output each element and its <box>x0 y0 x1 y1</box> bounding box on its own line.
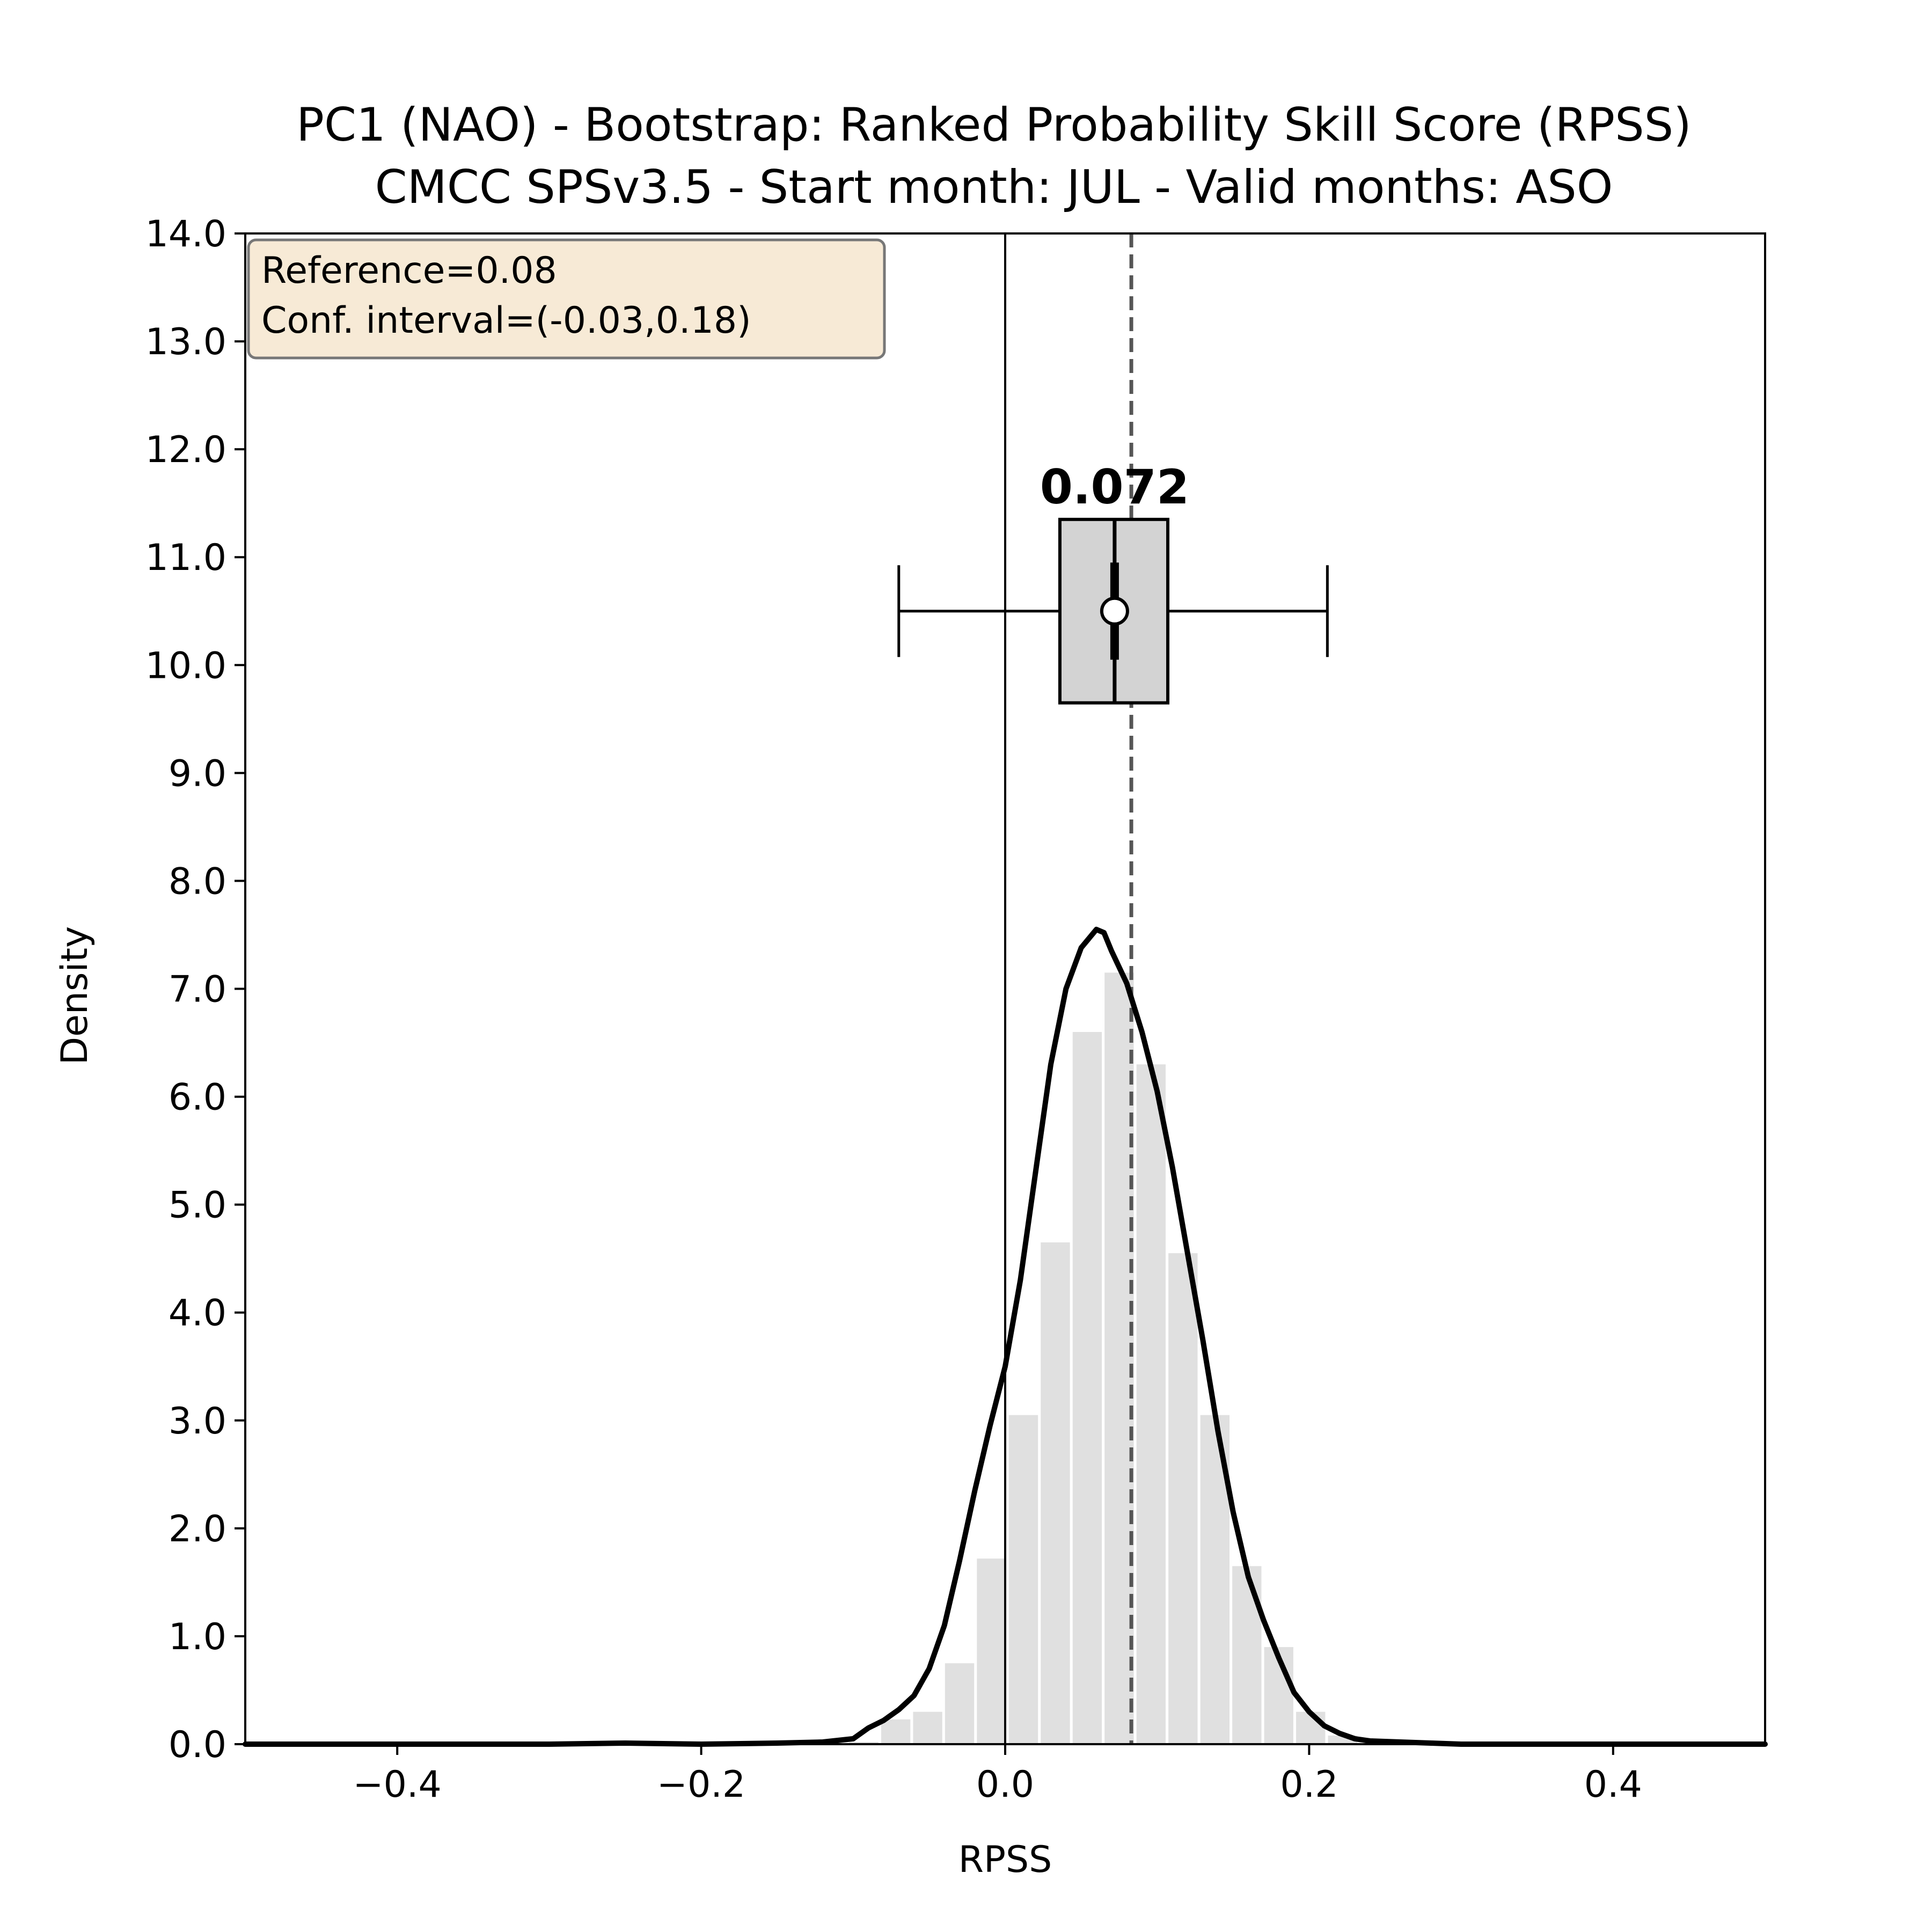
y-tick-label: 13.0 <box>145 321 226 363</box>
y-tick-label: 2.0 <box>169 1508 226 1550</box>
x-axis: −0.4 −0.2 0.0 0.2 0.4 <box>353 1744 1642 1806</box>
histogram-bar <box>1008 1415 1038 1744</box>
y-tick-label: 5.0 <box>169 1184 226 1227</box>
kde-curve <box>243 926 1768 1747</box>
histogram-bar <box>1104 972 1134 1744</box>
y-tick-label: 7.0 <box>169 969 226 1011</box>
chart-title: PC1 (NAO) - Bootstrap: Ranked Probabilit… <box>296 98 1692 152</box>
x-tick-label: 0.0 <box>976 1763 1034 1806</box>
histogram-bar <box>1136 1064 1166 1744</box>
y-tick-label: 0.0 <box>169 1724 226 1766</box>
y-tick-label: 4.0 <box>169 1292 226 1335</box>
histogram-bar <box>881 1719 911 1744</box>
info-reference-text: Reference=0.08 <box>261 250 557 292</box>
kde-curve-group <box>243 926 1768 1747</box>
histogram <box>849 972 1357 1744</box>
y-tick-label: 3.0 <box>169 1400 226 1443</box>
x-tick-label: −0.2 <box>657 1763 745 1806</box>
y-tick-label: 6.0 <box>169 1077 226 1119</box>
boxplot-mean-marker <box>1100 596 1129 626</box>
x-tick-label: 0.2 <box>1280 1763 1338 1806</box>
info-conf-interval-text: Conf. interval=(-0.03,0.18) <box>261 299 751 342</box>
histogram-bar <box>945 1663 975 1744</box>
y-tick-label: 10.0 <box>145 645 226 687</box>
x-axis-label: RPSS <box>958 1839 1052 1881</box>
y-tick-label: 8.0 <box>169 860 226 903</box>
y-tick-label: 14.0 <box>145 213 226 255</box>
boxplot: 0.072 <box>897 459 1329 705</box>
x-tick-label: −0.4 <box>353 1763 442 1806</box>
y-axis: 0.0 1.0 2.0 3.0 4.0 5.0 6.0 7.0 8.0 9.0 10.0 11.0 12… <box>145 213 245 1766</box>
info-box-background <box>247 238 886 360</box>
y-tick-label: 11.0 <box>145 537 226 579</box>
chart-subtitle: CMCC SPSv3.5 - Start month: JUL - Valid … <box>375 160 1613 214</box>
y-axis-label: Density <box>54 926 96 1065</box>
y-tick-label: 9.0 <box>169 752 226 795</box>
y-tick-label: 12.0 <box>145 429 226 471</box>
histogram-bar <box>849 1741 879 1744</box>
x-tick-label: 0.4 <box>1584 1763 1642 1806</box>
boxplot-median-label: 0.072 <box>1040 459 1189 515</box>
histogram-bar <box>1168 1253 1198 1744</box>
histogram-bar <box>1296 1711 1326 1744</box>
histogram-bar <box>1232 1566 1262 1744</box>
histogram-bar <box>1041 1242 1070 1744</box>
histogram-bar <box>1072 1031 1102 1744</box>
info-box: Reference=0.08 Conf. interval=(-0.03,0.1… <box>247 238 886 360</box>
y-tick-label: 1.0 <box>169 1616 226 1658</box>
histogram-bar <box>913 1711 942 1744</box>
histogram-bar <box>977 1558 1006 1744</box>
